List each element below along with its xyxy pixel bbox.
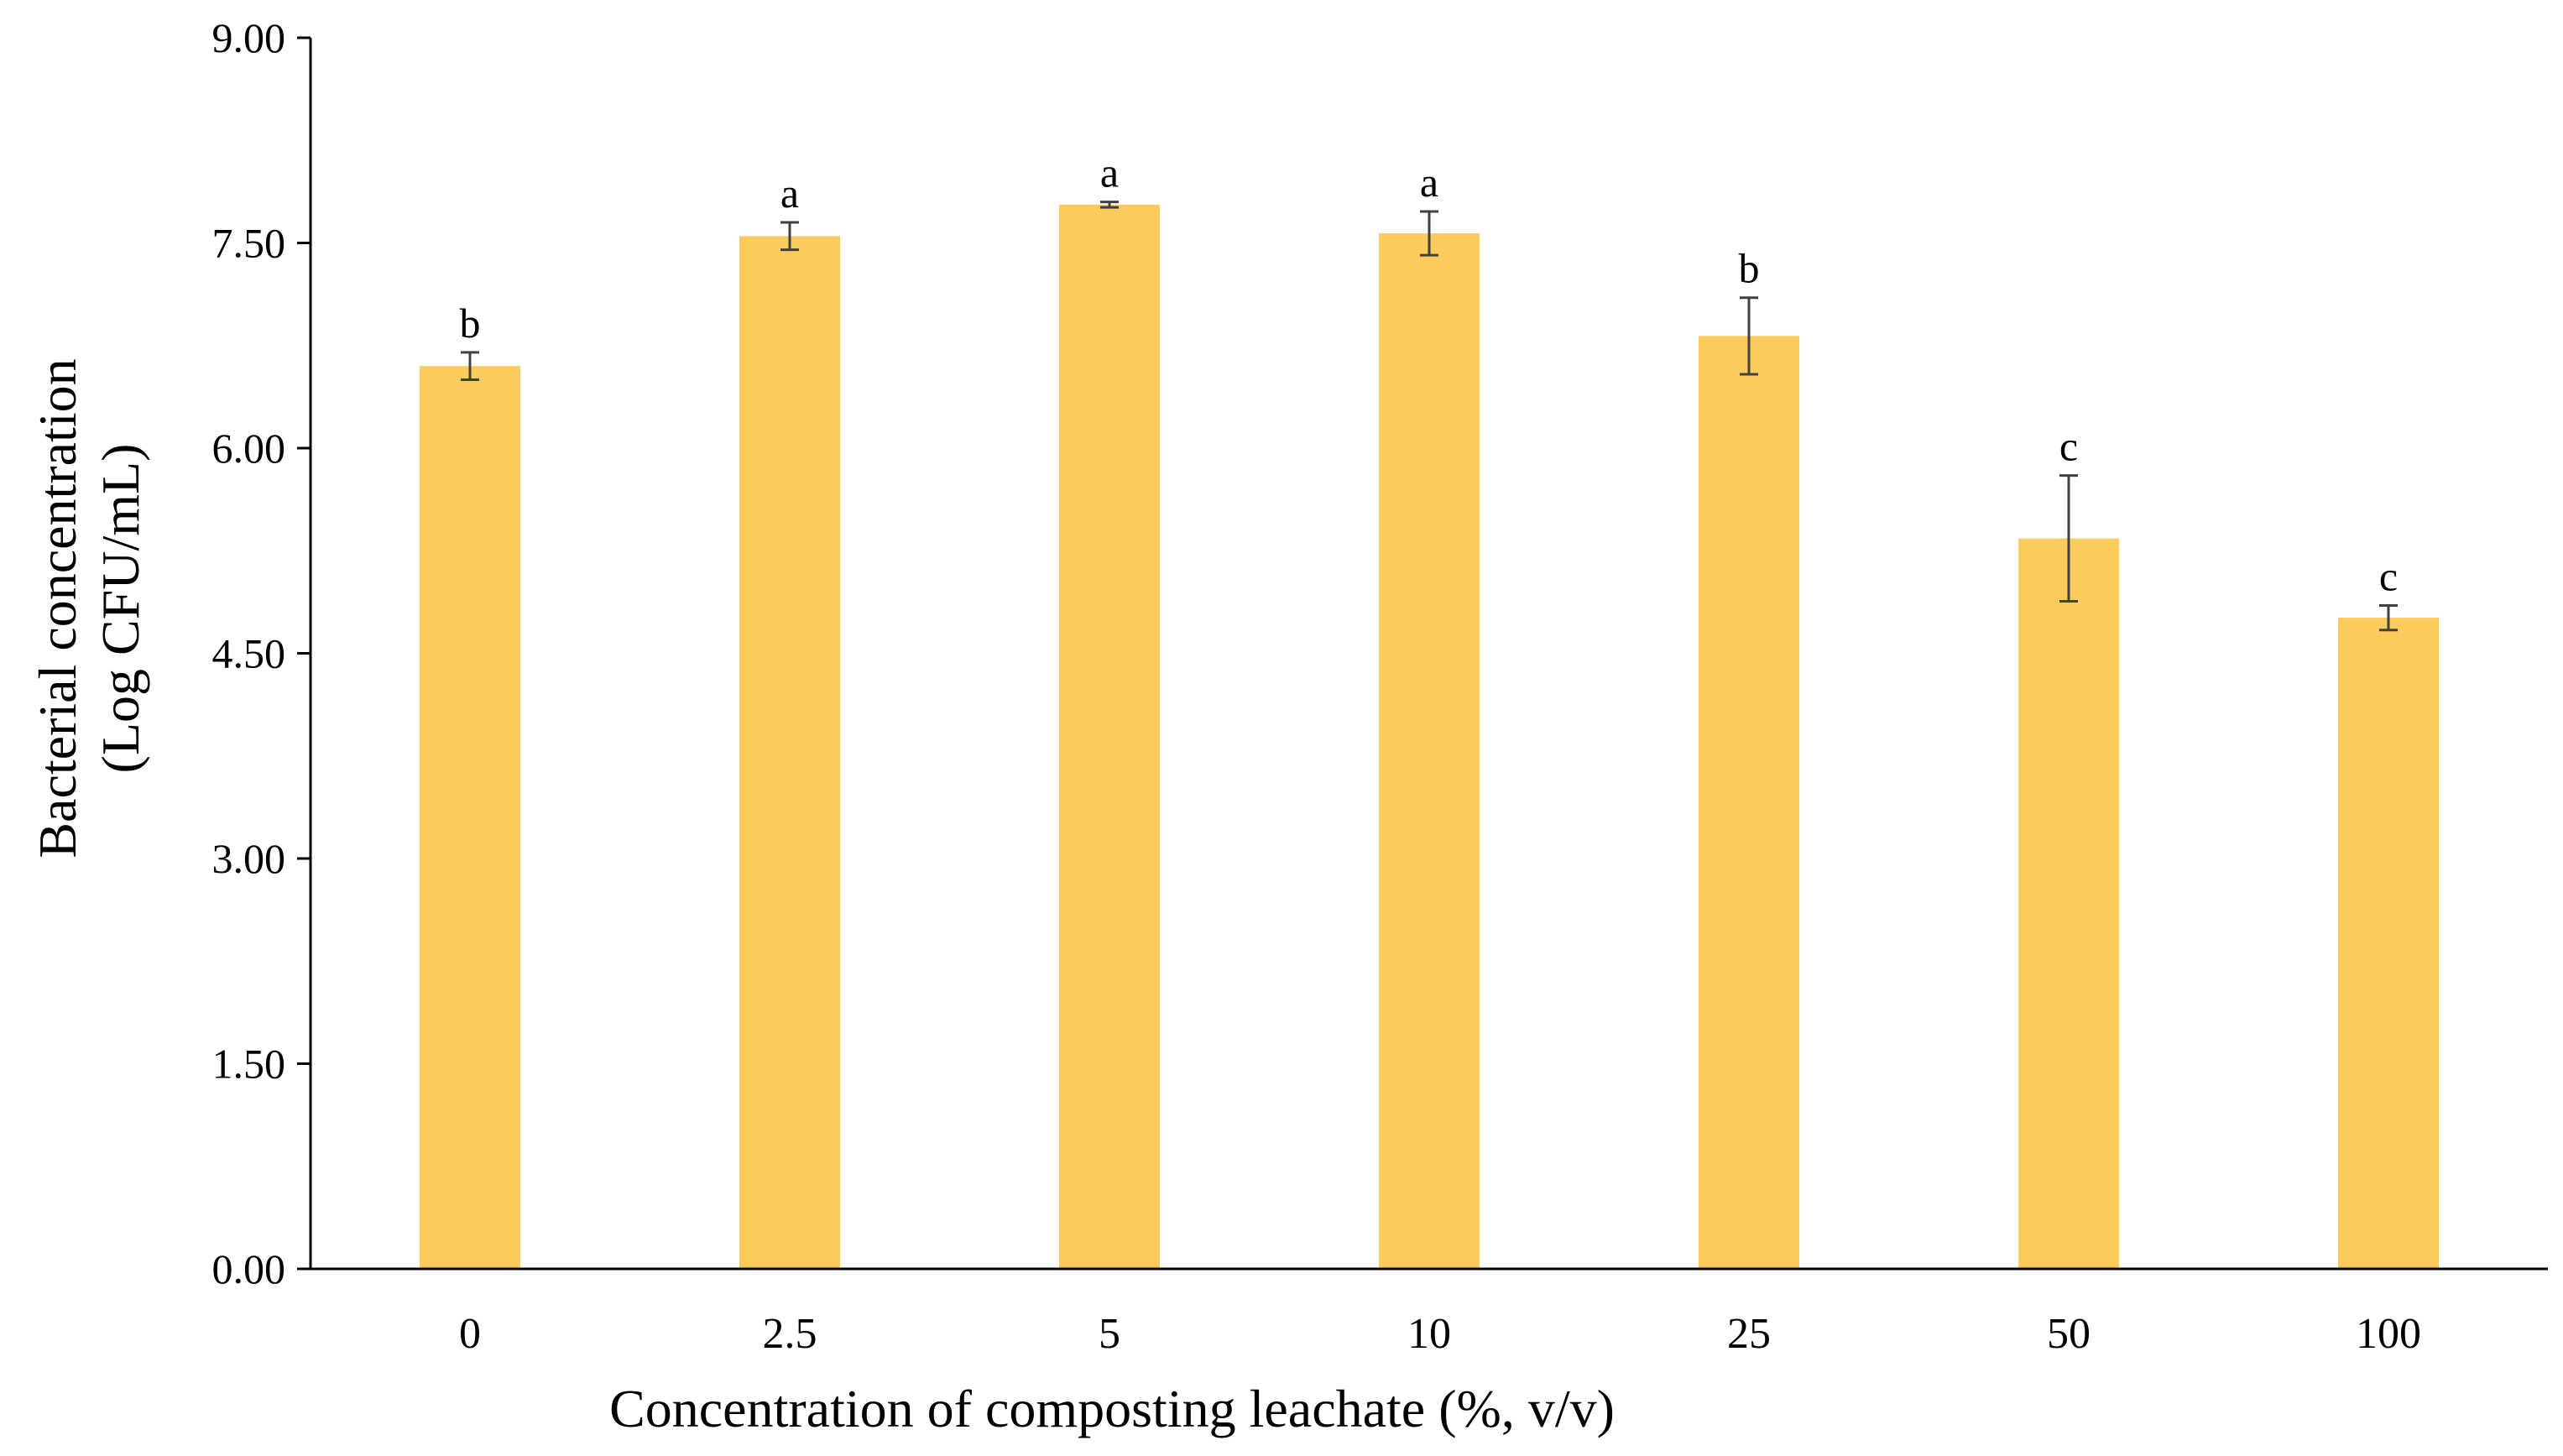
error-bar bbox=[1420, 210, 1438, 257]
significance-letter: b bbox=[1739, 245, 1760, 292]
significance-letter: a bbox=[780, 170, 799, 217]
significance-letter: c bbox=[2379, 552, 2398, 599]
error-bar bbox=[1100, 201, 1119, 209]
x-category-label: 0 bbox=[459, 1310, 481, 1358]
error-bar bbox=[2059, 474, 2078, 603]
x-axis-labels: 0 2.5 5 10 25 50 100 bbox=[459, 1310, 2421, 1358]
x-category-label: 50 bbox=[2047, 1310, 2091, 1358]
bar bbox=[1059, 204, 1160, 1270]
error-bar bbox=[461, 351, 479, 381]
y-tick-label: 9.00 bbox=[212, 14, 286, 61]
bar bbox=[1379, 233, 1480, 1270]
error-bar bbox=[780, 221, 799, 252]
x-category-label: 2.5 bbox=[763, 1310, 817, 1358]
significance-letter: a bbox=[1100, 149, 1119, 196]
significance-letter: a bbox=[1420, 159, 1438, 206]
y-axis-title: Bacterial concentration (Log CFU/mL) bbox=[28, 358, 150, 858]
bar bbox=[1699, 336, 1799, 1270]
y-axis-title-line2: (Log CFU/mL) bbox=[91, 444, 150, 774]
y-tick-label: 6.00 bbox=[212, 425, 286, 472]
error-bar bbox=[1740, 296, 1758, 376]
x-category-label: 5 bbox=[1099, 1310, 1120, 1358]
y-tick-label: 0.00 bbox=[212, 1245, 286, 1292]
bar bbox=[2018, 538, 2119, 1269]
significance-letter: b bbox=[460, 300, 481, 347]
bar bbox=[420, 366, 520, 1270]
bar bbox=[2338, 618, 2439, 1269]
y-tick-label: 3.00 bbox=[212, 835, 286, 882]
y-tick-label: 4.50 bbox=[212, 630, 286, 677]
x-category-label: 10 bbox=[1407, 1310, 1451, 1358]
y-axis-title-line1: Bacterial concentration bbox=[28, 358, 87, 858]
x-axis-title: Concentration of composting leachate (%,… bbox=[609, 1379, 1615, 1438]
significance-labels-group: b a a a b c c bbox=[460, 149, 2399, 600]
y-tick-label: 7.50 bbox=[212, 220, 286, 267]
x-category-label: 25 bbox=[1727, 1310, 1771, 1358]
y-axis-ticks: 0.00 1.50 3.00 4.50 6.00 7.50 9.00 bbox=[212, 14, 311, 1292]
error-bar bbox=[2379, 603, 2398, 632]
y-tick-label: 1.50 bbox=[212, 1041, 286, 1088]
bar bbox=[739, 236, 840, 1270]
bars-group bbox=[420, 204, 2439, 1270]
x-category-label: 100 bbox=[2356, 1310, 2421, 1358]
significance-letter: c bbox=[2059, 423, 2078, 470]
error-bars-group bbox=[461, 201, 2398, 632]
